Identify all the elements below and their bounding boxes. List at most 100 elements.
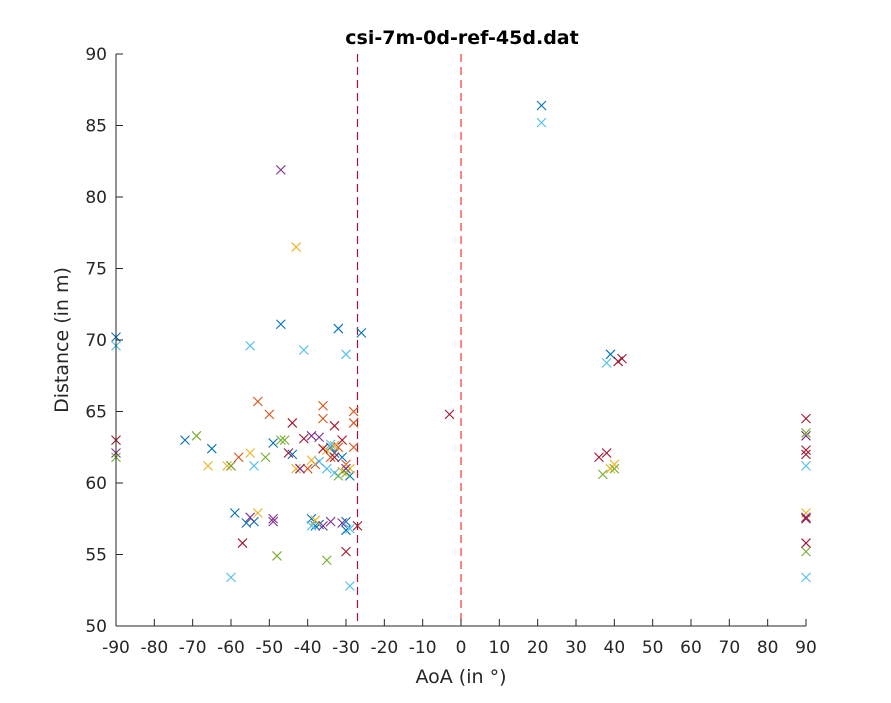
x-tick-label: -30 <box>332 638 360 658</box>
data-point <box>306 455 317 466</box>
data-point <box>329 420 340 431</box>
data-point <box>318 400 328 411</box>
data-point <box>325 452 336 463</box>
x-ticks: -90 -80 -70 -60 -50 -40 -30 -20 -10 0 10 20 30 40 50 60… <box>102 619 817 658</box>
data-point <box>295 463 305 474</box>
x-tick-label: -20 <box>370 638 398 658</box>
data-point <box>344 523 355 534</box>
data-point <box>206 443 217 454</box>
data-point <box>594 452 604 463</box>
x-tick-label: 30 <box>565 638 587 658</box>
data-point <box>298 345 309 355</box>
data-point <box>341 349 351 360</box>
data-point <box>291 242 302 252</box>
reference-lines <box>356 54 462 626</box>
y-tick-label: 75 <box>85 260 107 280</box>
data-point <box>275 435 286 445</box>
data-point <box>356 327 367 338</box>
y-tick-label: 70 <box>85 331 107 351</box>
y-tick-label: 80 <box>85 188 107 208</box>
data-point <box>341 546 351 557</box>
data-point <box>318 443 328 454</box>
data-point <box>609 463 620 474</box>
data-point <box>337 435 348 445</box>
data-point <box>229 508 240 518</box>
data-point <box>268 513 279 524</box>
data-point <box>601 448 612 458</box>
data-point <box>252 396 263 407</box>
x-tick-label: -10 <box>409 638 437 658</box>
x-tick-label: -60 <box>217 638 245 658</box>
data-point <box>801 546 811 557</box>
data-point <box>597 469 608 480</box>
data-point <box>306 430 317 441</box>
data-point <box>272 551 282 561</box>
data-point <box>444 409 455 420</box>
data-point <box>241 518 252 528</box>
data-point <box>348 406 359 417</box>
data-point <box>268 438 279 448</box>
x-tick-label: 70 <box>719 638 741 658</box>
x-tick-label: -80 <box>140 638 168 658</box>
data-point <box>249 460 259 471</box>
data-point <box>801 460 811 471</box>
data-point <box>601 357 612 368</box>
data-point <box>279 435 290 445</box>
data-point <box>245 340 256 351</box>
data-point <box>321 555 332 566</box>
data-point <box>264 409 275 420</box>
data-point <box>341 468 351 478</box>
data-point <box>801 449 811 460</box>
data-point <box>337 518 348 528</box>
x-tick-label: 50 <box>642 638 664 658</box>
data-point <box>314 432 325 443</box>
x-tick-label: 0 <box>456 638 467 658</box>
x-tick-label: -90 <box>102 638 130 658</box>
data-point <box>536 100 547 111</box>
x-tick-label: -50 <box>255 638 283 658</box>
data-point <box>325 516 336 527</box>
y-tick-label: 90 <box>85 45 107 65</box>
data-point <box>275 164 286 175</box>
data-point <box>318 521 328 531</box>
data-point <box>348 442 359 453</box>
data-point <box>291 463 302 474</box>
data-point <box>801 430 811 441</box>
data-point <box>203 460 213 471</box>
data-point <box>801 428 811 438</box>
data-point <box>609 459 620 470</box>
chart-title: csi-7m-0d-ref-45d.dat <box>345 27 578 49</box>
y-axis-label: Distance (in m) <box>51 267 73 413</box>
x-tick-label: 80 <box>757 638 779 658</box>
data-point <box>283 448 294 458</box>
data-point <box>268 516 279 527</box>
data-point <box>191 430 202 441</box>
data-point <box>237 538 248 548</box>
data-point <box>801 538 811 548</box>
data-point <box>333 323 344 334</box>
data-point <box>801 512 811 523</box>
x-tick-label: 90 <box>795 638 817 658</box>
data-point <box>337 452 348 463</box>
y-tick-label: 60 <box>85 474 107 494</box>
data-point <box>801 445 811 455</box>
data-point <box>245 512 256 523</box>
data-point <box>226 460 236 471</box>
y-tick-label: 65 <box>85 403 107 423</box>
data-point <box>287 418 298 428</box>
x-tick-label: 40 <box>604 638 626 658</box>
y-tick-label: 50 <box>85 617 107 637</box>
data-point <box>226 572 236 583</box>
x-axis-label: AoA (in °) <box>415 666 506 688</box>
data-point <box>536 117 547 128</box>
data-point <box>180 435 190 445</box>
data-point <box>329 452 340 463</box>
data-point <box>310 515 321 526</box>
x-tick-label: -70 <box>179 638 207 658</box>
x-tick-label: -40 <box>294 638 322 658</box>
data-point <box>298 433 309 444</box>
data-point <box>801 413 811 424</box>
y-tick-label: 55 <box>85 546 107 566</box>
data-point <box>245 448 256 458</box>
data-point <box>801 513 811 524</box>
